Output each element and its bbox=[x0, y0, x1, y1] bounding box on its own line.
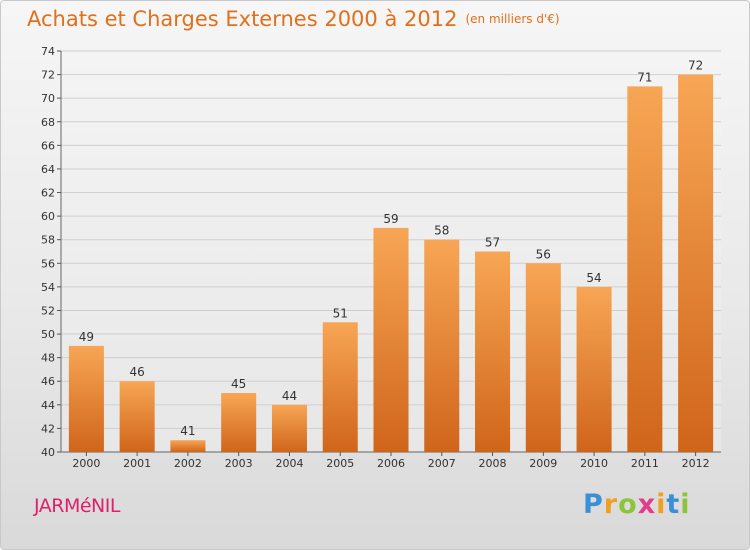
value-label-2010: 54 bbox=[586, 271, 601, 285]
bar-2004 bbox=[271, 404, 307, 452]
ytick-label-68: 68 bbox=[41, 116, 55, 129]
logo-letter: o bbox=[618, 489, 638, 520]
bar-2003 bbox=[221, 393, 257, 452]
bar-2009 bbox=[525, 263, 561, 452]
ytick-label-64: 64 bbox=[41, 163, 55, 176]
bar-2010 bbox=[576, 286, 612, 452]
ytick-label-48: 48 bbox=[41, 352, 55, 365]
ytick-label-46: 46 bbox=[41, 375, 55, 388]
bar-2002 bbox=[170, 440, 206, 452]
logo-letter: i bbox=[680, 489, 691, 520]
value-label-2000: 49 bbox=[79, 330, 94, 344]
xtick-label-2008: 2008 bbox=[479, 457, 507, 470]
bar-2008 bbox=[475, 251, 511, 452]
ytick-label-70: 70 bbox=[41, 92, 55, 105]
ytick-label-40: 40 bbox=[41, 446, 55, 459]
value-label-2005: 51 bbox=[333, 306, 348, 320]
ytick-label-54: 54 bbox=[41, 281, 55, 294]
xtick-label-2002: 2002 bbox=[174, 457, 202, 470]
logo-letter: P bbox=[583, 489, 604, 520]
value-label-2009: 56 bbox=[536, 247, 551, 261]
bar-2006 bbox=[373, 227, 409, 452]
value-label-2007: 58 bbox=[434, 224, 449, 238]
value-label-2012: 72 bbox=[688, 59, 703, 73]
logo-letter: i bbox=[656, 489, 667, 520]
logo-letter: t bbox=[666, 489, 681, 520]
xtick-label-2000: 2000 bbox=[72, 457, 100, 470]
value-label-2001: 46 bbox=[130, 365, 145, 379]
value-label-2008: 57 bbox=[485, 236, 500, 250]
ytick-label-42: 42 bbox=[41, 422, 55, 435]
ytick-label-60: 60 bbox=[41, 210, 55, 223]
town-name: JARMéNIL bbox=[34, 495, 120, 517]
ytick-label-62: 62 bbox=[41, 187, 55, 200]
value-label-2004: 44 bbox=[282, 389, 297, 403]
xtick-label-2009: 2009 bbox=[529, 457, 557, 470]
ytick-label-66: 66 bbox=[41, 139, 55, 152]
logo-letter: r bbox=[603, 489, 619, 520]
value-label-2006: 59 bbox=[383, 212, 398, 226]
value-label-2003: 45 bbox=[231, 377, 246, 391]
bar-2007 bbox=[424, 239, 460, 452]
chart-title: Achats et Charges Externes 2000 à 2012 (e… bbox=[27, 7, 560, 31]
value-label-2011: 71 bbox=[637, 70, 652, 84]
proxiti-logo: Proxiti bbox=[583, 489, 691, 520]
xtick-label-2001: 2001 bbox=[123, 457, 151, 470]
xtick-label-2006: 2006 bbox=[377, 457, 405, 470]
xtick-label-2007: 2007 bbox=[428, 457, 456, 470]
xtick-label-2012: 2012 bbox=[682, 457, 710, 470]
xtick-label-2005: 2005 bbox=[326, 457, 354, 470]
ytick-label-52: 52 bbox=[41, 304, 55, 317]
ytick-label-56: 56 bbox=[41, 257, 55, 270]
bar-2000 bbox=[68, 345, 104, 452]
xtick-label-2011: 2011 bbox=[631, 457, 659, 470]
ytick-label-44: 44 bbox=[41, 399, 55, 412]
ytick-label-58: 58 bbox=[41, 234, 55, 247]
title-text: Achats et Charges Externes 2000 à 2012 bbox=[27, 7, 458, 31]
value-label-2002: 41 bbox=[180, 424, 195, 438]
unit-label: (en milliers d'€) bbox=[465, 12, 560, 26]
bar-2011 bbox=[627, 86, 663, 452]
xtick-label-2003: 2003 bbox=[225, 457, 253, 470]
logo-letter: x bbox=[637, 489, 657, 520]
bar-2012 bbox=[678, 74, 714, 453]
ytick-label-74: 74 bbox=[41, 45, 55, 58]
xtick-label-2010: 2010 bbox=[580, 457, 608, 470]
bar-2005 bbox=[322, 322, 358, 452]
ytick-label-50: 50 bbox=[41, 328, 55, 341]
bar-2001 bbox=[119, 381, 155, 452]
xtick-label-2004: 2004 bbox=[275, 457, 303, 470]
ytick-label-72: 72 bbox=[41, 69, 55, 82]
